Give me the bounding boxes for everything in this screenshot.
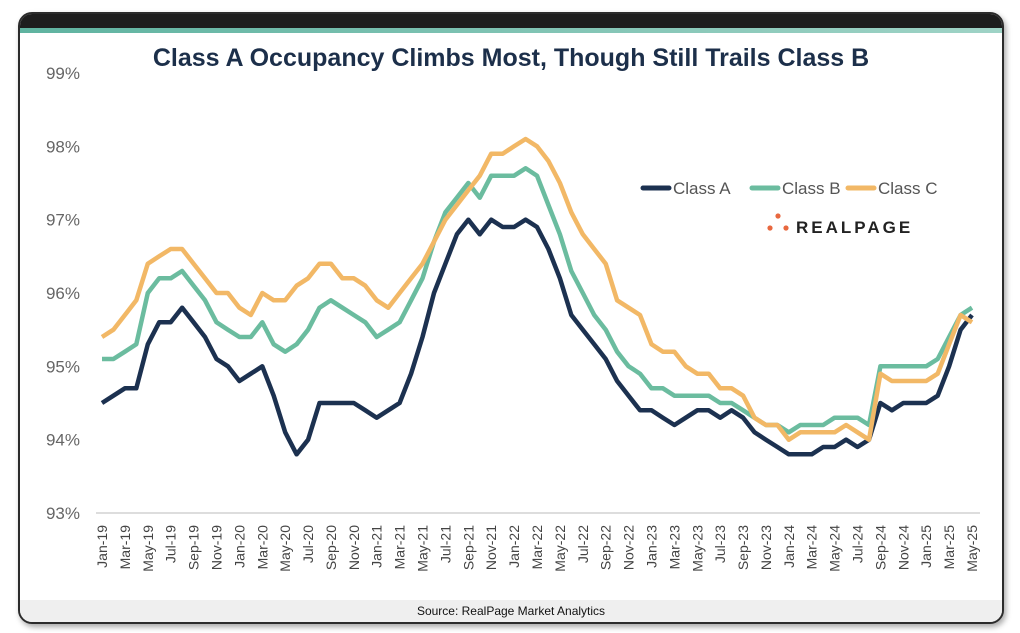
source-note: Source: RealPage Market Analytics: [20, 600, 1002, 622]
y-tick-label: 94%: [46, 431, 80, 450]
x-tick-label: Nov-21: [483, 525, 499, 570]
x-tick-label: Sep-19: [186, 525, 202, 570]
top-bar: [20, 14, 1002, 28]
x-tick-label: Jul-23: [712, 525, 728, 563]
chart-card: Class A Occupancy Climbs Most, Though St…: [18, 12, 1004, 624]
series-line-class-a: [100, 217, 974, 457]
x-tick-label: May-24: [827, 525, 843, 572]
y-tick-label: 96%: [46, 284, 80, 303]
x-tick-label: Sep-22: [598, 525, 614, 570]
series-line-class-b: [102, 166, 974, 435]
x-tick-label: Jul-19: [163, 525, 179, 563]
x-tick-label: Nov-23: [758, 525, 774, 570]
x-tick-label: Jan-25: [918, 525, 934, 568]
x-tick-label: Sep-20: [323, 525, 339, 570]
x-tick-label: Nov-20: [346, 525, 362, 570]
x-tick-label: Mar-19: [117, 525, 133, 570]
x-tick-label: Sep-21: [460, 525, 476, 570]
realpage-logo-dot-icon: [775, 213, 781, 219]
realpage-logo: REALPAGE: [796, 218, 913, 237]
x-tick-label: Jan-24: [781, 525, 797, 568]
x-tick-label: Sep-23: [735, 525, 751, 570]
x-tick-label: Jan-22: [506, 525, 522, 568]
x-tick-label: Mar-24: [804, 525, 820, 570]
x-tick-label: Mar-25: [941, 525, 957, 570]
x-tick-label: Jan-19: [94, 525, 110, 568]
accent-stripe: [20, 28, 1002, 33]
x-tick-label: May-19: [140, 525, 156, 572]
x-tick-label: Jan-21: [369, 525, 385, 568]
series-line-class-c: [100, 136, 974, 442]
x-tick-label: Jul-20: [300, 525, 316, 563]
x-tick-label: May-21: [415, 525, 431, 572]
x-tick-label: Nov-19: [208, 525, 224, 570]
y-tick-label: 97%: [46, 211, 80, 230]
x-tick-label: Mar-21: [392, 525, 408, 570]
x-tick-label: Mar-22: [529, 525, 545, 570]
y-tick-label: 93%: [46, 504, 80, 523]
realpage-logo-dot-icon: [783, 225, 789, 231]
x-tick-label: Jan-20: [231, 525, 247, 568]
x-tick-label: Nov-22: [621, 525, 637, 570]
x-tick-label: Mar-23: [666, 525, 682, 570]
legend-label: Class C: [878, 179, 938, 198]
x-tick-label: May-25: [964, 525, 980, 572]
x-tick-label: May-23: [689, 525, 705, 572]
x-tick-label: Mar-20: [254, 525, 270, 570]
y-tick-label: 95%: [46, 357, 80, 376]
legend-label: Class B: [782, 179, 841, 198]
x-tick-label: Nov-24: [895, 525, 911, 570]
x-tick-label: Jan-23: [643, 525, 659, 568]
x-tick-label: Jul-24: [850, 525, 866, 563]
realpage-logo-dot-icon: [767, 225, 773, 231]
chart-title: Class A Occupancy Climbs Most, Though St…: [152, 44, 870, 72]
x-tick-label: May-20: [277, 525, 293, 572]
x-tick-label: Jul-21: [437, 525, 453, 563]
y-tick-label: 98%: [46, 137, 80, 156]
legend-label: Class A: [673, 179, 731, 198]
x-tick-label: Jul-22: [575, 525, 591, 563]
y-tick-label: 99%: [46, 64, 80, 83]
x-tick-label: Sep-24: [872, 525, 888, 570]
x-tick-label: May-22: [552, 525, 568, 572]
